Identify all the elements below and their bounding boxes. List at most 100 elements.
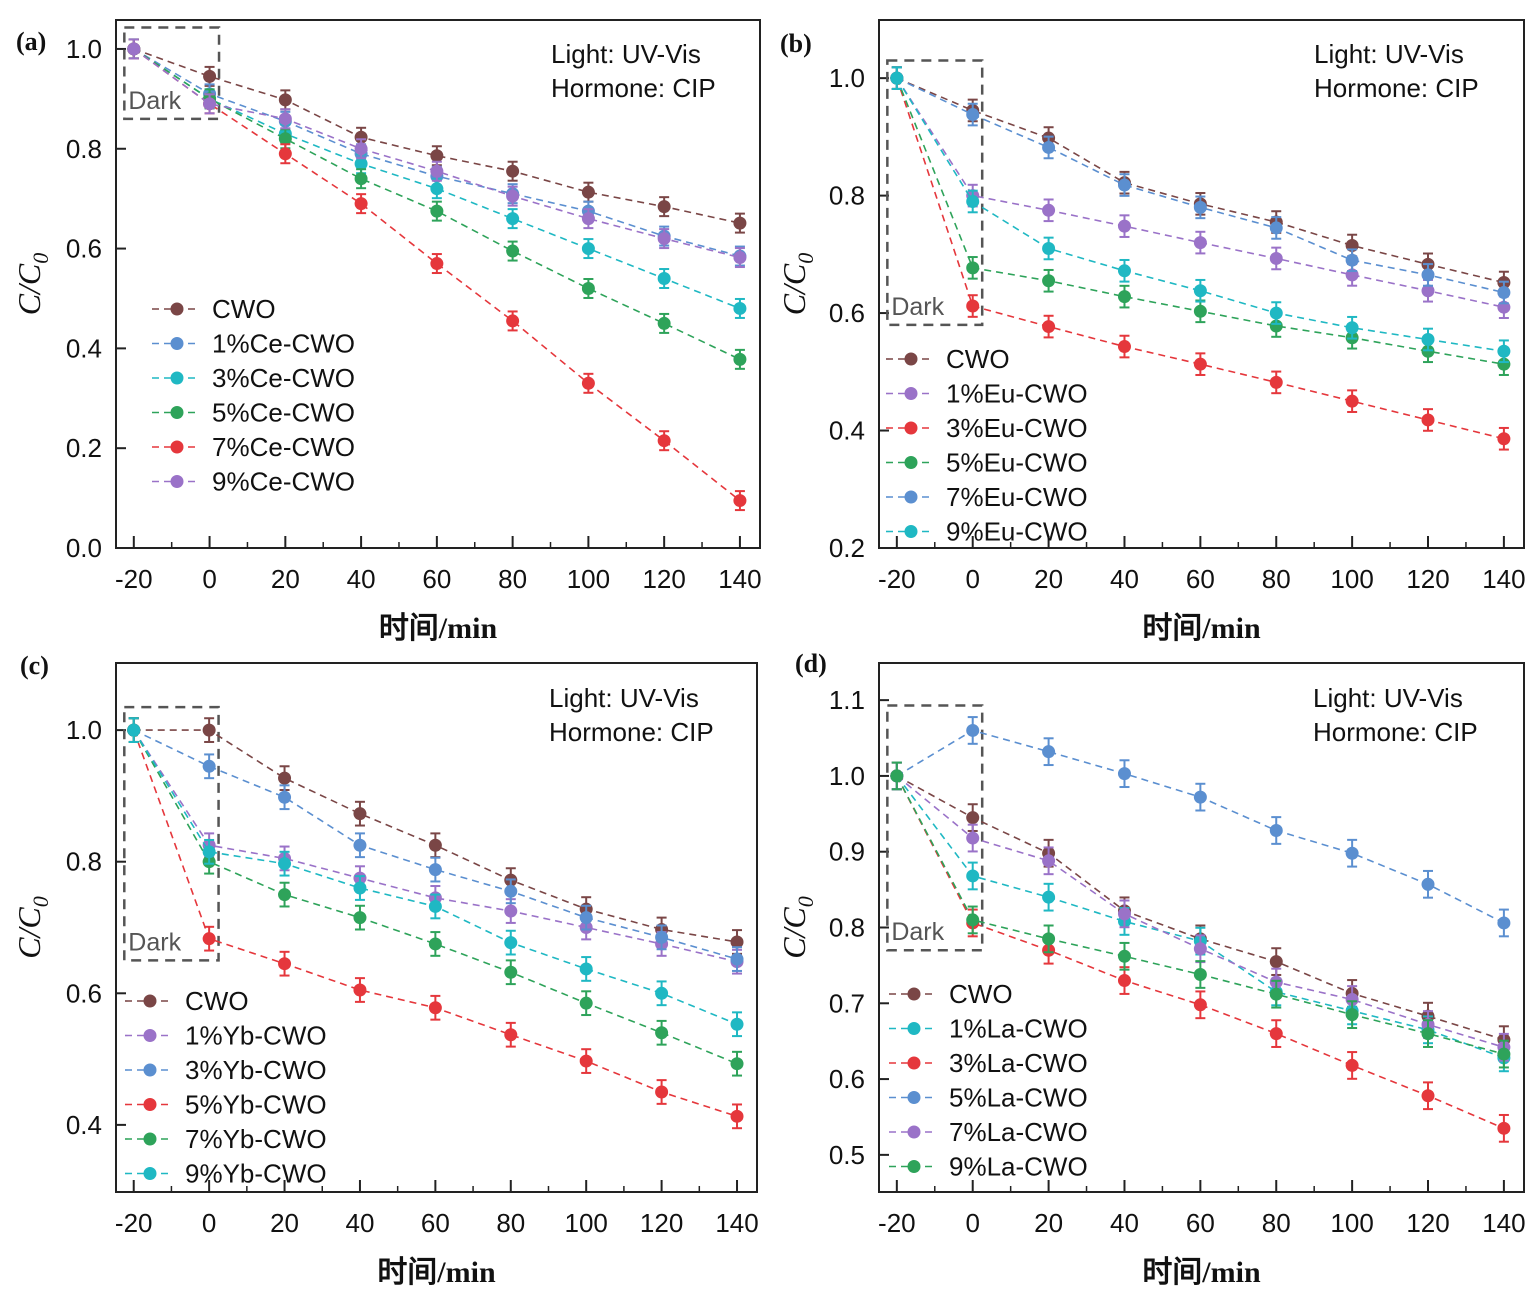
data-point [890,769,904,783]
data-point [428,1001,442,1015]
data-point [1421,877,1435,891]
dark-label: Dark [891,293,944,321]
legend-label: 7%La-CWO [949,1117,1088,1147]
data-point [733,251,747,265]
y-tick-label: 0.0 [66,533,102,563]
data-point [1421,1027,1435,1041]
x-tick-label: 40 [1110,1208,1139,1238]
data-point [730,952,744,966]
legend-marker [907,1125,921,1139]
plot-frame [115,662,758,1193]
data-point [278,771,292,785]
x-tick-label: 140 [1482,1208,1525,1238]
x-tick-label: 60 [1186,1208,1215,1238]
data-point [353,881,367,895]
data-point [430,204,444,218]
data-point [1193,357,1207,371]
series-9%La-CWO [890,761,1511,1069]
data-point [1497,286,1511,300]
panel-label: (d) [795,649,827,678]
y-tick-label: 0.2 [66,433,102,463]
data-point [1497,916,1511,930]
x-axis-label: 时间/min [377,1256,496,1289]
legend-marker [143,1132,157,1146]
data-point [1497,1121,1511,1135]
data-point [733,301,747,315]
legend-label: 3%Ce-CWO [212,363,355,393]
data-point [1421,268,1435,282]
data-point [278,112,292,126]
data-point [1269,375,1283,389]
data-point [655,1085,669,1099]
data-point [504,884,518,898]
data-point [1042,241,1056,255]
data-point [1193,236,1207,250]
y-tick-label: 0.5 [829,1140,865,1170]
legend-label: 1%Yb-CWO [185,1021,327,1051]
legend-label: 5%Yb-CWO [185,1090,327,1120]
condition-annotation: Hormone: CIP [551,73,716,103]
y-tick-label: 1.0 [829,63,865,93]
data-point [428,838,442,852]
y-tick-label: 0.4 [66,333,102,363]
legend-label: 9%La-CWO [949,1152,1088,1182]
x-tick-label: 140 [715,1208,758,1238]
x-tick-label: 120 [640,1208,683,1238]
legend-marker [904,421,918,435]
data-point [1345,394,1359,408]
condition-annotation: Hormone: CIP [1314,73,1479,103]
legend-label: 1%La-CWO [949,1014,1088,1044]
data-point [579,1054,593,1068]
dark-label: Dark [891,918,944,946]
legend-label: CWO [949,979,1013,1009]
data-point [1269,306,1283,320]
data-point [730,935,744,949]
x-axis-label: 时间/min [1142,612,1261,645]
legend-marker [907,1022,921,1035]
data-point [1269,251,1283,265]
x-tick-label: 100 [1330,1208,1373,1238]
data-point [202,723,216,737]
series-9%Ce-CWO [127,38,747,269]
data-point [579,962,593,976]
data-point [1042,140,1056,154]
data-point [203,97,217,111]
y-tick-label: 1.0 [66,715,102,745]
condition-annotation: Hormone: CIP [1313,717,1478,747]
data-point [1345,321,1359,335]
y-axis-label-subscript: 0 [28,896,53,907]
data-point [966,913,980,927]
y-axis-label-main: C/C [11,263,47,315]
data-point [506,314,520,328]
data-point [1042,745,1056,759]
data-point [1269,319,1283,333]
legend-label: 5%Eu-CWO [946,448,1088,478]
legend-label: 5%La-CWO [949,1083,1088,1113]
data-point [428,863,442,877]
data-point [1421,284,1435,298]
data-point [1497,1047,1511,1061]
condition-annotation: Hormone: CIP [549,717,714,747]
data-point [579,996,593,1010]
legend-marker [904,352,918,366]
data-point [966,261,980,275]
data-point [1117,290,1131,304]
x-tick-label: 40 [1110,564,1139,594]
x-tick-label: 20 [1034,564,1063,594]
legend-label: CWO [946,344,1010,374]
plot-frame [878,19,1525,549]
data-point [127,42,141,56]
data-point [579,911,593,925]
x-tick-label: 140 [718,564,761,594]
x-tick-label: 80 [1262,1208,1291,1238]
data-point [1117,974,1131,988]
data-point [655,1026,669,1040]
data-point [504,904,518,918]
series-line [896,775,1505,1041]
series-line [133,48,741,224]
x-tick-label: 0 [202,564,216,594]
panel-label: (b) [780,29,812,58]
legend-label: 7%Yb-CWO [185,1124,327,1154]
panel-d: -20 0 20 40 60 80 100 120 140 0.5 0.6 0.7 0.8 0.9 1.0 1… [776,649,1526,1289]
